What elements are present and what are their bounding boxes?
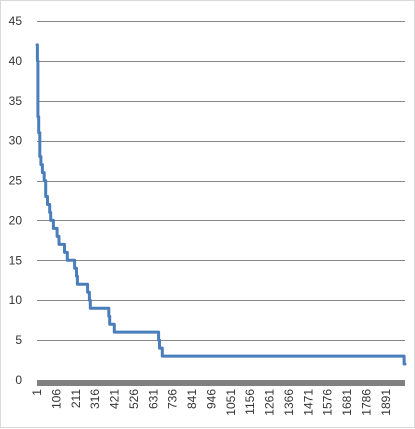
x-tick-label: 946 [204,389,218,409]
x-tick-label: 106 [49,389,63,409]
x-tick-label: 526 [127,389,141,409]
y-tick-label: 45 [9,14,23,28]
x-tick-label: 631 [146,389,160,409]
x-tick-label: 841 [185,389,199,409]
y-tick-label: 35 [9,94,23,108]
y-tick-label: 0 [15,373,22,387]
x-tick-label: 1471 [301,389,315,416]
x-tick-label: 1156 [243,389,257,415]
x-tick-label: 736 [166,389,180,409]
x-tick-label: 1261 [263,389,277,416]
x-tick-label: 211 [69,389,83,408]
gridlines [37,21,405,341]
y-tick-label: 20 [9,213,23,227]
y-axis-ticks: 0 5 10 15 20 25 30 35 40 45 [9,14,23,387]
x-tick-label: 1 [30,389,44,396]
y-tick-label: 5 [15,333,22,347]
series-layer [35,43,407,366]
x-tick-label: 1576 [321,389,335,416]
y-tick-label: 30 [9,134,23,148]
x-tick-label: 1891 [379,389,393,416]
y-tick-label: 10 [9,293,23,307]
y-tick-label: 25 [9,174,23,188]
y-tick-label: 15 [9,253,23,267]
x-tick-label: 421 [108,389,122,409]
series-line-0 [35,43,407,366]
x-tick-label: 1786 [359,389,373,416]
x-axis-line [37,380,405,386]
x-tick-label: 1366 [282,389,296,416]
y-tick-label: 40 [9,54,23,68]
x-tick-label: 316 [88,389,102,409]
x-tick-label: 1681 [340,389,354,416]
x-tick-label: 1051 [224,389,238,416]
x-axis: 1 106 211 316 421 526 631 736 841 946 1051 1156 1261… [30,380,405,416]
